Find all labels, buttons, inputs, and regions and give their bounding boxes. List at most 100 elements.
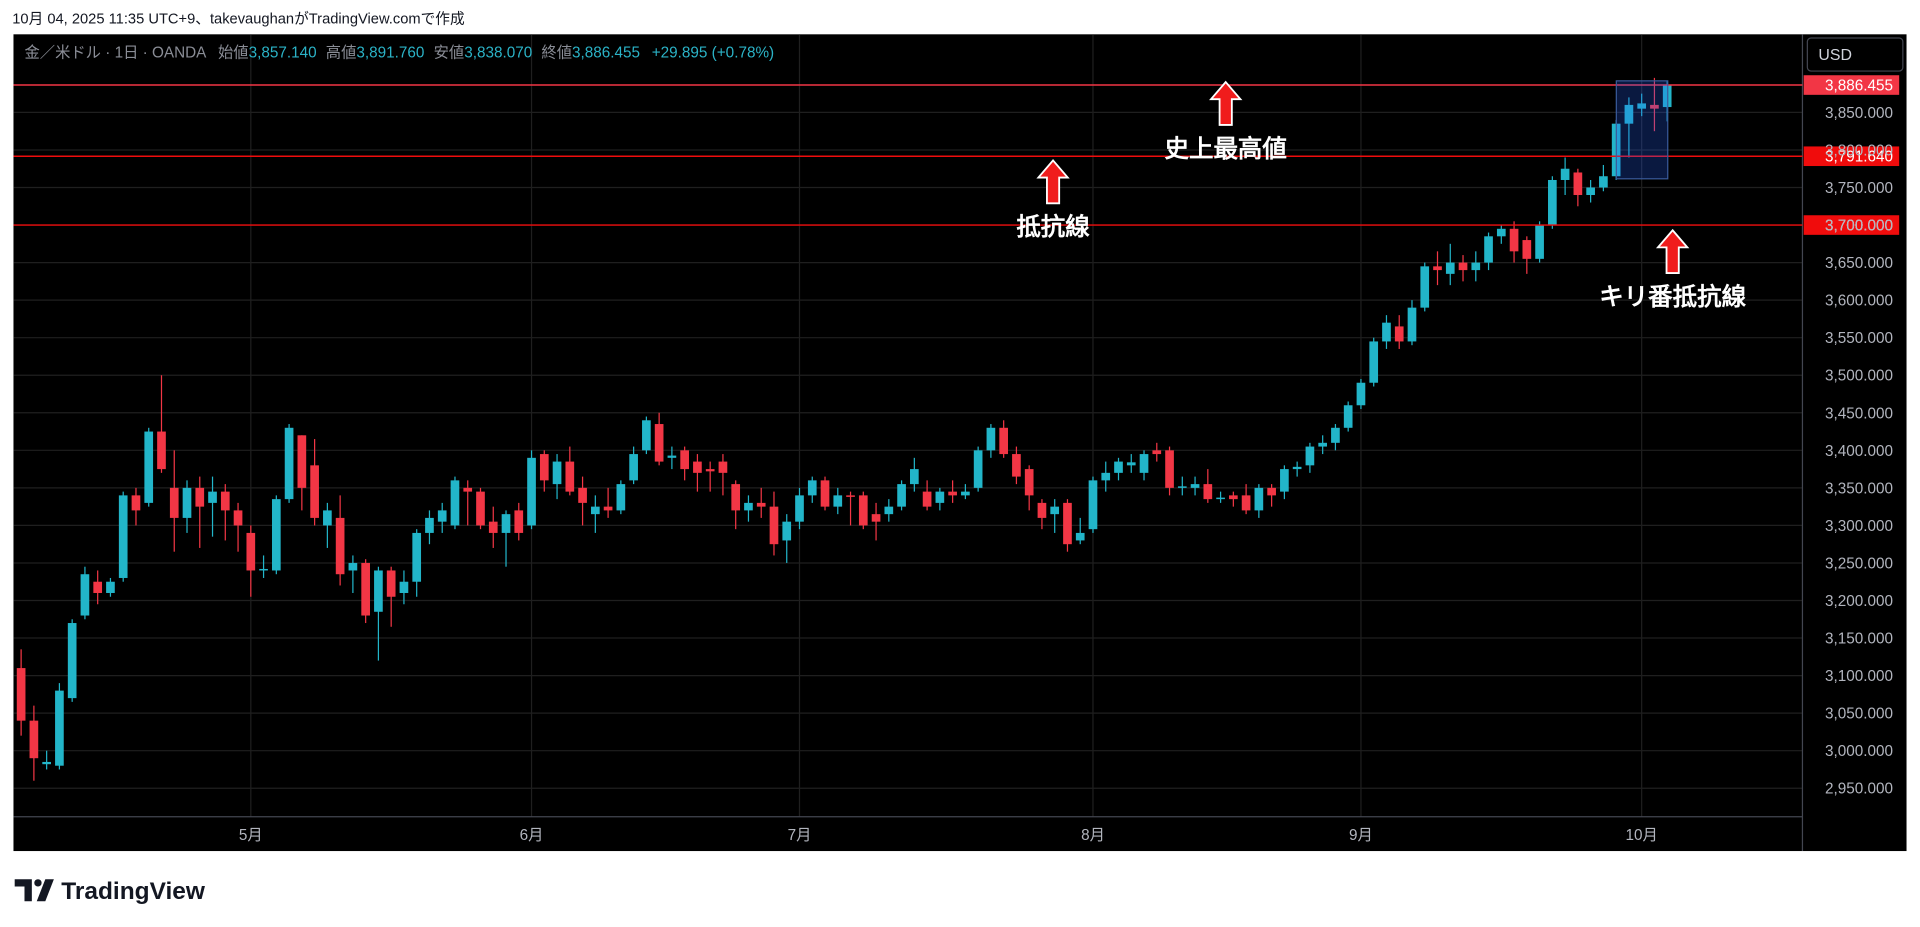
candle-body	[1599, 176, 1608, 188]
candle-body	[795, 495, 804, 522]
y-tick-label: 3,600.000	[1825, 293, 1893, 310]
candle-body	[527, 457, 536, 526]
candle-body	[654, 424, 664, 462]
candle-body	[29, 720, 39, 759]
y-tick-label: 3,550.000	[1825, 330, 1893, 347]
candle-body	[297, 435, 307, 488]
annotation: 史上最高値	[1165, 134, 1287, 163]
candle-body	[1254, 487, 1264, 511]
legend: 金／米ドル · 1日 · OANDA 始値3,857.140 高値3,891.7…	[24, 45, 774, 62]
candle-body	[718, 461, 728, 473]
candle-body	[1152, 450, 1162, 455]
candle-body	[284, 427, 294, 500]
y-tick-label: 3,350.000	[1825, 480, 1893, 497]
candle-body	[488, 521, 498, 533]
legend-high-label: 高値	[326, 45, 357, 62]
candle-body	[412, 532, 422, 582]
candle-body	[1280, 469, 1289, 492]
candle-body	[1471, 262, 1481, 271]
legend-open-label: 始値	[218, 45, 249, 62]
y-tick-label: 3,150.000	[1825, 631, 1893, 648]
legend-change: +29.895 (+0.78%)	[652, 45, 774, 62]
arrow	[1655, 228, 1690, 275]
candle-body	[1573, 172, 1583, 196]
candle-body	[131, 495, 141, 511]
candle-body	[1216, 497, 1225, 500]
candle-body	[1369, 341, 1379, 383]
y-tick-label: 3,250.000	[1825, 555, 1893, 572]
candle-body	[1420, 266, 1430, 308]
candle-body	[1433, 266, 1442, 271]
candle-body	[220, 491, 230, 511]
candle-body	[246, 532, 256, 571]
candle-body	[948, 491, 957, 496]
y-tick-label: 3,100.000	[1825, 668, 1893, 685]
candle-body	[1203, 484, 1213, 500]
candle-body	[1522, 240, 1532, 259]
candle-body	[629, 454, 638, 481]
y-tick-label: 3,700.000	[1825, 218, 1893, 235]
candle-body	[374, 570, 383, 612]
candle-body	[833, 495, 843, 507]
price-label: 3,886.455	[1825, 78, 1893, 95]
candle-body	[1305, 446, 1315, 466]
candle-body	[157, 431, 166, 470]
candle-body	[399, 581, 409, 593]
candle-body	[118, 495, 128, 578]
candle-body	[80, 574, 90, 616]
candle-body	[1037, 502, 1047, 518]
candle-body	[616, 484, 626, 511]
arrow	[1209, 80, 1243, 126]
candle-body	[144, 431, 154, 503]
candle-body	[539, 454, 549, 481]
candle-body	[450, 480, 460, 526]
candle-body	[1114, 461, 1123, 473]
candle-body	[182, 487, 192, 518]
candle-body	[1126, 462, 1136, 466]
candle-body	[1445, 262, 1455, 274]
currency[interactable]: USD	[1818, 47, 1852, 64]
candle-body	[259, 568, 268, 571]
candle-body	[437, 510, 447, 522]
candle-body	[910, 469, 919, 485]
candle-body	[961, 491, 970, 496]
candles	[16, 77, 1672, 781]
currency-box[interactable]	[1806, 37, 1904, 72]
legend-symbol: 金／米ドル · 1日 · OANDA	[24, 45, 207, 62]
candle-body	[1458, 262, 1468, 271]
candle-body	[1165, 450, 1174, 488]
candle-body	[999, 427, 1008, 455]
candle-body	[323, 510, 332, 526]
legend-high: 3,891.760	[356, 45, 424, 62]
candle-body	[693, 461, 702, 473]
x-tick-label: 7月	[788, 827, 812, 844]
candle-body	[884, 506, 894, 515]
candle-body	[1382, 322, 1391, 342]
candle-body	[744, 502, 753, 511]
annotation: キリ番抵抗線	[1599, 282, 1746, 311]
price-label-box	[1803, 146, 1900, 167]
candle-body	[1407, 307, 1417, 342]
candle-body	[348, 562, 358, 571]
candle-body	[922, 491, 932, 507]
candle-body	[1229, 495, 1238, 500]
legend-close-label: 終値	[541, 45, 572, 62]
y-tick-label: 3,200.000	[1825, 593, 1893, 610]
candle-body	[986, 427, 996, 451]
candle-body	[16, 668, 26, 721]
y-tick-label: 3,000.000	[1825, 743, 1893, 760]
y-tick-label: 3,750.000	[1825, 180, 1893, 197]
candle-body	[106, 581, 115, 593]
candle-body	[1535, 225, 1544, 259]
candle-body	[846, 495, 855, 497]
candle-body	[1548, 179, 1557, 226]
candle-body	[1509, 228, 1519, 252]
candle-body	[233, 510, 243, 526]
candle-body	[935, 491, 945, 503]
candle-body	[871, 514, 881, 522]
x-tick-label: 8月	[1081, 827, 1105, 844]
candle-body	[310, 465, 319, 518]
candle-body	[93, 581, 103, 593]
candle-body	[578, 487, 587, 503]
